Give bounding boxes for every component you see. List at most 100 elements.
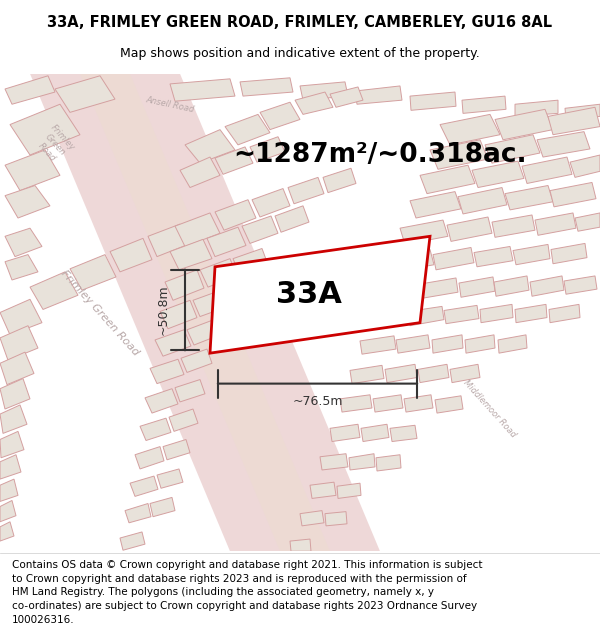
Polygon shape	[187, 319, 220, 345]
Polygon shape	[5, 76, 55, 104]
Polygon shape	[295, 92, 333, 114]
Polygon shape	[10, 104, 80, 155]
Polygon shape	[0, 455, 21, 479]
Polygon shape	[418, 364, 449, 382]
Polygon shape	[360, 336, 396, 354]
Polygon shape	[30, 272, 78, 309]
Polygon shape	[150, 359, 184, 384]
Polygon shape	[157, 469, 183, 488]
Polygon shape	[430, 140, 488, 169]
Polygon shape	[462, 96, 506, 113]
Polygon shape	[193, 290, 228, 317]
Text: Frimley
Green
Road: Frimley Green Road	[34, 123, 77, 166]
Polygon shape	[410, 92, 456, 111]
Text: to Crown copyright and database rights 2023 and is reproduced with the permissio: to Crown copyright and database rights 2…	[12, 574, 467, 584]
Polygon shape	[522, 157, 572, 184]
Polygon shape	[320, 454, 348, 470]
Polygon shape	[169, 409, 198, 431]
Polygon shape	[175, 213, 220, 246]
Polygon shape	[250, 137, 285, 162]
Text: ~50.8m: ~50.8m	[157, 284, 170, 335]
Polygon shape	[465, 335, 495, 353]
Polygon shape	[288, 177, 324, 204]
Polygon shape	[340, 395, 372, 412]
Polygon shape	[0, 379, 30, 409]
Polygon shape	[70, 254, 116, 290]
Polygon shape	[444, 306, 479, 324]
Polygon shape	[135, 447, 164, 469]
Polygon shape	[325, 512, 347, 526]
Polygon shape	[242, 216, 278, 243]
Polygon shape	[495, 109, 553, 140]
Polygon shape	[350, 366, 384, 384]
Polygon shape	[494, 276, 529, 296]
Polygon shape	[200, 259, 237, 287]
Polygon shape	[5, 254, 38, 280]
Polygon shape	[170, 79, 235, 101]
Polygon shape	[400, 220, 448, 244]
Text: Middlemoor Road: Middlemoor Road	[462, 379, 518, 439]
Polygon shape	[260, 102, 300, 129]
Polygon shape	[435, 396, 463, 413]
Polygon shape	[290, 539, 311, 551]
Polygon shape	[310, 482, 336, 498]
Polygon shape	[300, 511, 324, 526]
Polygon shape	[433, 248, 474, 270]
Polygon shape	[410, 192, 461, 218]
Polygon shape	[0, 501, 16, 522]
Polygon shape	[30, 74, 380, 551]
Polygon shape	[492, 215, 535, 238]
Polygon shape	[530, 276, 564, 296]
Text: Ansell Road: Ansell Road	[145, 95, 195, 114]
Polygon shape	[0, 326, 38, 360]
Polygon shape	[155, 330, 191, 356]
Polygon shape	[472, 161, 524, 188]
Polygon shape	[185, 129, 235, 163]
Polygon shape	[570, 155, 600, 178]
Polygon shape	[0, 431, 24, 457]
Polygon shape	[505, 186, 553, 210]
Polygon shape	[148, 224, 188, 257]
Polygon shape	[300, 82, 348, 100]
Polygon shape	[458, 188, 507, 214]
Polygon shape	[370, 306, 408, 327]
Polygon shape	[564, 276, 597, 294]
Polygon shape	[420, 165, 475, 194]
Text: 100026316.: 100026316.	[12, 614, 74, 624]
Polygon shape	[163, 439, 190, 460]
Polygon shape	[390, 425, 417, 441]
Polygon shape	[125, 504, 151, 522]
Polygon shape	[515, 100, 558, 116]
Polygon shape	[0, 352, 34, 384]
Polygon shape	[535, 213, 576, 235]
Polygon shape	[420, 278, 458, 298]
Polygon shape	[210, 236, 430, 353]
Polygon shape	[376, 455, 401, 471]
Polygon shape	[550, 182, 596, 207]
Text: Contains OS data © Crown copyright and database right 2021. This information is : Contains OS data © Crown copyright and d…	[12, 560, 482, 570]
Text: 33A, FRIMLEY GREEN ROAD, FRIMLEY, CAMBERLEY, GU16 8AL: 33A, FRIMLEY GREEN ROAD, FRIMLEY, CAMBER…	[47, 14, 553, 29]
Polygon shape	[5, 228, 42, 257]
Polygon shape	[515, 304, 547, 322]
Polygon shape	[160, 300, 197, 329]
Polygon shape	[355, 86, 402, 104]
Polygon shape	[165, 270, 204, 300]
Polygon shape	[180, 157, 220, 188]
Polygon shape	[498, 335, 527, 353]
Polygon shape	[5, 186, 50, 218]
Polygon shape	[175, 379, 205, 402]
Polygon shape	[513, 244, 550, 265]
Polygon shape	[459, 277, 495, 298]
Polygon shape	[0, 299, 42, 335]
Polygon shape	[450, 364, 480, 382]
Text: ~76.5m: ~76.5m	[292, 396, 343, 408]
Polygon shape	[349, 454, 375, 470]
Polygon shape	[120, 532, 145, 550]
Polygon shape	[80, 74, 330, 551]
Polygon shape	[181, 349, 212, 372]
Polygon shape	[110, 238, 152, 272]
Polygon shape	[145, 389, 178, 413]
Polygon shape	[408, 306, 444, 326]
Polygon shape	[207, 227, 246, 257]
Polygon shape	[432, 335, 463, 353]
